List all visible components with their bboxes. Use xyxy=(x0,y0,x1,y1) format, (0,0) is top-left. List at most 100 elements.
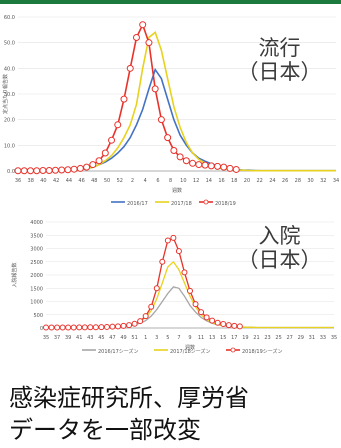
data-point xyxy=(139,21,147,29)
data-point xyxy=(92,324,99,331)
x-tick-label: 52 xyxy=(117,178,123,184)
data-point xyxy=(20,167,28,175)
x-tick-label: 46 xyxy=(78,178,84,184)
data-point xyxy=(164,134,172,142)
y-tick-label: 3500 xyxy=(30,233,43,239)
data-point xyxy=(153,285,160,292)
x-tick-label: 13 xyxy=(209,335,215,341)
legend-label: 2018/19 xyxy=(215,201,236,206)
data-point xyxy=(70,165,78,173)
x-tick-label: 9 xyxy=(188,335,191,341)
epidemic-chart: 0.010.020.030.040.050.060.036 38 40 42 44 46 4… xyxy=(2,15,339,207)
data-point xyxy=(189,159,197,167)
header-strip xyxy=(0,0,341,4)
data-point xyxy=(151,85,159,93)
x-tick-label: 36 xyxy=(15,178,21,184)
data-point xyxy=(131,320,138,327)
data-point xyxy=(195,161,203,169)
data-point xyxy=(103,323,110,330)
data-point xyxy=(70,324,77,331)
data-point xyxy=(192,301,199,308)
data-point xyxy=(39,166,47,174)
y-tick-label: 60.0 xyxy=(4,15,15,21)
data-point xyxy=(203,314,210,321)
legend-label: 2016/17シーズン xyxy=(98,348,139,355)
y-tick-label: 50.0 xyxy=(4,41,15,47)
data-point xyxy=(148,303,155,310)
x-tick-label: 15 xyxy=(220,335,226,341)
data-point xyxy=(59,324,66,331)
x-tick-label: 31 xyxy=(309,335,315,341)
y-tick-label: 20.0 xyxy=(4,118,15,124)
data-point xyxy=(14,167,22,175)
data-point xyxy=(87,324,94,331)
data-point xyxy=(232,165,240,173)
x-tick-label: 32 xyxy=(320,178,326,184)
x-tick-label: 38 xyxy=(28,178,34,184)
data-point xyxy=(220,321,227,328)
data-point xyxy=(159,258,166,265)
data-point xyxy=(142,313,149,320)
x-tick-label: 8 xyxy=(169,178,172,184)
x-tick-label: 50 xyxy=(104,178,110,184)
x-tick-label: 23 xyxy=(264,335,270,341)
hospitalization-label-line1: 入院 xyxy=(258,224,301,248)
x-axis-title: 週数 xyxy=(185,344,195,351)
legend-marker xyxy=(203,199,209,205)
x-axis-title: 週数 xyxy=(172,187,182,194)
data-point xyxy=(126,322,133,329)
data-point xyxy=(98,324,105,331)
data-point xyxy=(126,64,134,72)
data-point xyxy=(45,166,53,174)
data-point xyxy=(54,324,61,331)
data-point xyxy=(170,234,177,241)
x-tick-label: 17 xyxy=(231,335,237,341)
data-point xyxy=(207,162,215,170)
legend-label: 2018/19シーズン xyxy=(242,348,283,355)
data-point xyxy=(120,95,128,103)
hospitalization-overlay-label: 入院 （日本） xyxy=(222,224,337,272)
y-tick-label: 2000 xyxy=(30,273,43,279)
y-axis-title: 定点当たり報告数 xyxy=(2,74,9,114)
x-tick-label: 43 xyxy=(87,335,93,341)
x-tick-label: 11 xyxy=(198,335,204,341)
data-point xyxy=(236,323,243,330)
legend-marker xyxy=(230,347,236,353)
data-point xyxy=(181,269,188,276)
x-tick-label: 49 xyxy=(120,335,126,341)
x-tick-label: 5 xyxy=(166,335,169,341)
data-point xyxy=(114,121,122,129)
data-point xyxy=(198,309,205,316)
x-tick-label: 24 xyxy=(269,178,275,184)
y-tick-label: 4000 xyxy=(30,220,43,226)
data-point xyxy=(43,324,49,331)
data-point xyxy=(170,146,178,154)
x-tick-label: 26 xyxy=(282,178,288,184)
series-line-3 xyxy=(46,237,240,329)
x-tick-label: 10 xyxy=(180,178,186,184)
data-point xyxy=(176,153,184,161)
y-tick-label: 2500 xyxy=(30,260,43,266)
x-tick-label: 35 xyxy=(331,335,337,341)
x-tick-label: 37 xyxy=(54,335,60,341)
data-point xyxy=(132,34,140,42)
data-point xyxy=(231,322,238,329)
x-tick-label: 47 xyxy=(109,335,115,341)
y-tick-label: 0.0 xyxy=(7,169,15,175)
y-axis-title: 入院報告数 xyxy=(11,262,18,287)
hospitalization-label-line2: （日本） xyxy=(237,248,322,273)
x-tick-label: 28 xyxy=(295,178,301,184)
x-tick-label: 41 xyxy=(76,335,82,341)
data-point xyxy=(157,116,165,124)
legend-label: 2016/17 xyxy=(127,201,148,206)
y-tick-label: 500 xyxy=(33,313,43,319)
data-point xyxy=(26,167,34,175)
data-point xyxy=(33,167,41,175)
data-point xyxy=(108,136,116,144)
data-point xyxy=(89,161,97,169)
legend-label: 2017/18シーズン xyxy=(170,348,211,355)
x-tick-label: 51 xyxy=(131,335,137,341)
caption-line1: 感染症研究所、厚労省 xyxy=(9,384,249,412)
x-tick-label: 18 xyxy=(231,178,237,184)
